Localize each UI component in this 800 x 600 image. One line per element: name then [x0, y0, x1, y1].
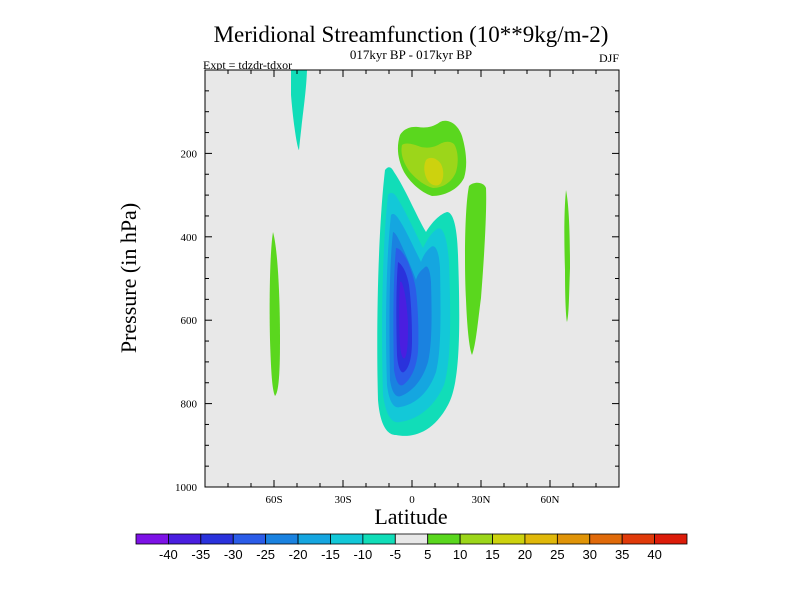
colorbar-swatch [362, 533, 396, 545]
colorbar-swatch [297, 533, 331, 545]
colorbar-swatch [492, 533, 526, 545]
colorbar-label: 10 [453, 547, 467, 562]
x-tick-label: 60N [541, 494, 560, 506]
contour-pos-15 [424, 157, 444, 186]
colorbar-swatch [589, 533, 623, 545]
y-tick-label: 800 [181, 399, 198, 411]
contour-neg-35 [399, 281, 408, 359]
season-label: DJF [599, 51, 619, 65]
colorbar-swatch [394, 533, 429, 545]
x-tick-label: 30N [472, 494, 491, 506]
colorbar-label: 15 [485, 547, 499, 562]
colorbar-label: -10 [353, 547, 372, 562]
colorbar-swatch [135, 533, 169, 545]
chart-subtitle: 017kyr BP - 017kyr BP [350, 47, 472, 62]
contour-nh-positive-band [465, 182, 487, 355]
colorbar-label: 35 [615, 547, 629, 562]
colorbar-swatch [168, 533, 202, 545]
colorbar-swatch [232, 533, 267, 545]
x-tick-label: 0 [409, 494, 415, 506]
contour-fills [269, 70, 570, 436]
x-axis: 60S 30S 0 30N 60N [227, 70, 597, 506]
colorbar-label: -15 [321, 547, 340, 562]
colorbar-label: -5 [390, 547, 402, 562]
colorbar-label: 20 [518, 547, 532, 562]
colorbar-label: -40 [159, 547, 178, 562]
colorbar-label: 30 [583, 547, 597, 562]
y-tick-label: 400 [181, 232, 198, 244]
colorbar-swatch [330, 533, 364, 545]
contour-nh-filament [564, 190, 570, 322]
x-tick-label: 30S [334, 494, 351, 506]
y-axis-label: Pressure (in hPa) [116, 203, 141, 353]
colorbar-label: -25 [256, 547, 275, 562]
colorbar-swatch [654, 533, 688, 545]
contour-upper-filament [291, 70, 307, 150]
colorbar-swatch [200, 533, 234, 545]
y-tick-label: 1000 [175, 482, 198, 494]
colorbar-swatch [459, 533, 493, 545]
colorbar-label: 25 [550, 547, 564, 562]
colorbar-swatch [265, 533, 299, 545]
y-tick-label: 600 [181, 315, 198, 327]
y-tick-label: 200 [181, 148, 198, 160]
y-axis: 200 400 600 800 1000 [175, 90, 619, 494]
contour-sh-polar-cell [269, 232, 280, 396]
x-axis-label: Latitude [374, 504, 447, 529]
x-tick-label: 60S [265, 494, 282, 506]
chart-title: Meridional Streamfunction (10**9kg/m-2) [214, 22, 609, 47]
colorbar-swatch [621, 533, 655, 545]
colorbar-swatch [427, 533, 461, 545]
colorbar-label: 5 [424, 547, 431, 562]
colorbar-swatch [556, 533, 591, 545]
colorbar-label: -35 [191, 547, 210, 562]
colorbar-swatch [524, 533, 558, 545]
colorbar: -40 -35 -30 -25 -20 -15 -10 -5 5 10 15 20 25 30 35 40 [135, 533, 688, 562]
colorbar-label: -30 [224, 547, 243, 562]
colorbar-label: -20 [289, 547, 308, 562]
experiment-label: Expt = tdzdr-tdxor [203, 58, 292, 72]
colorbar-label: 40 [647, 547, 661, 562]
